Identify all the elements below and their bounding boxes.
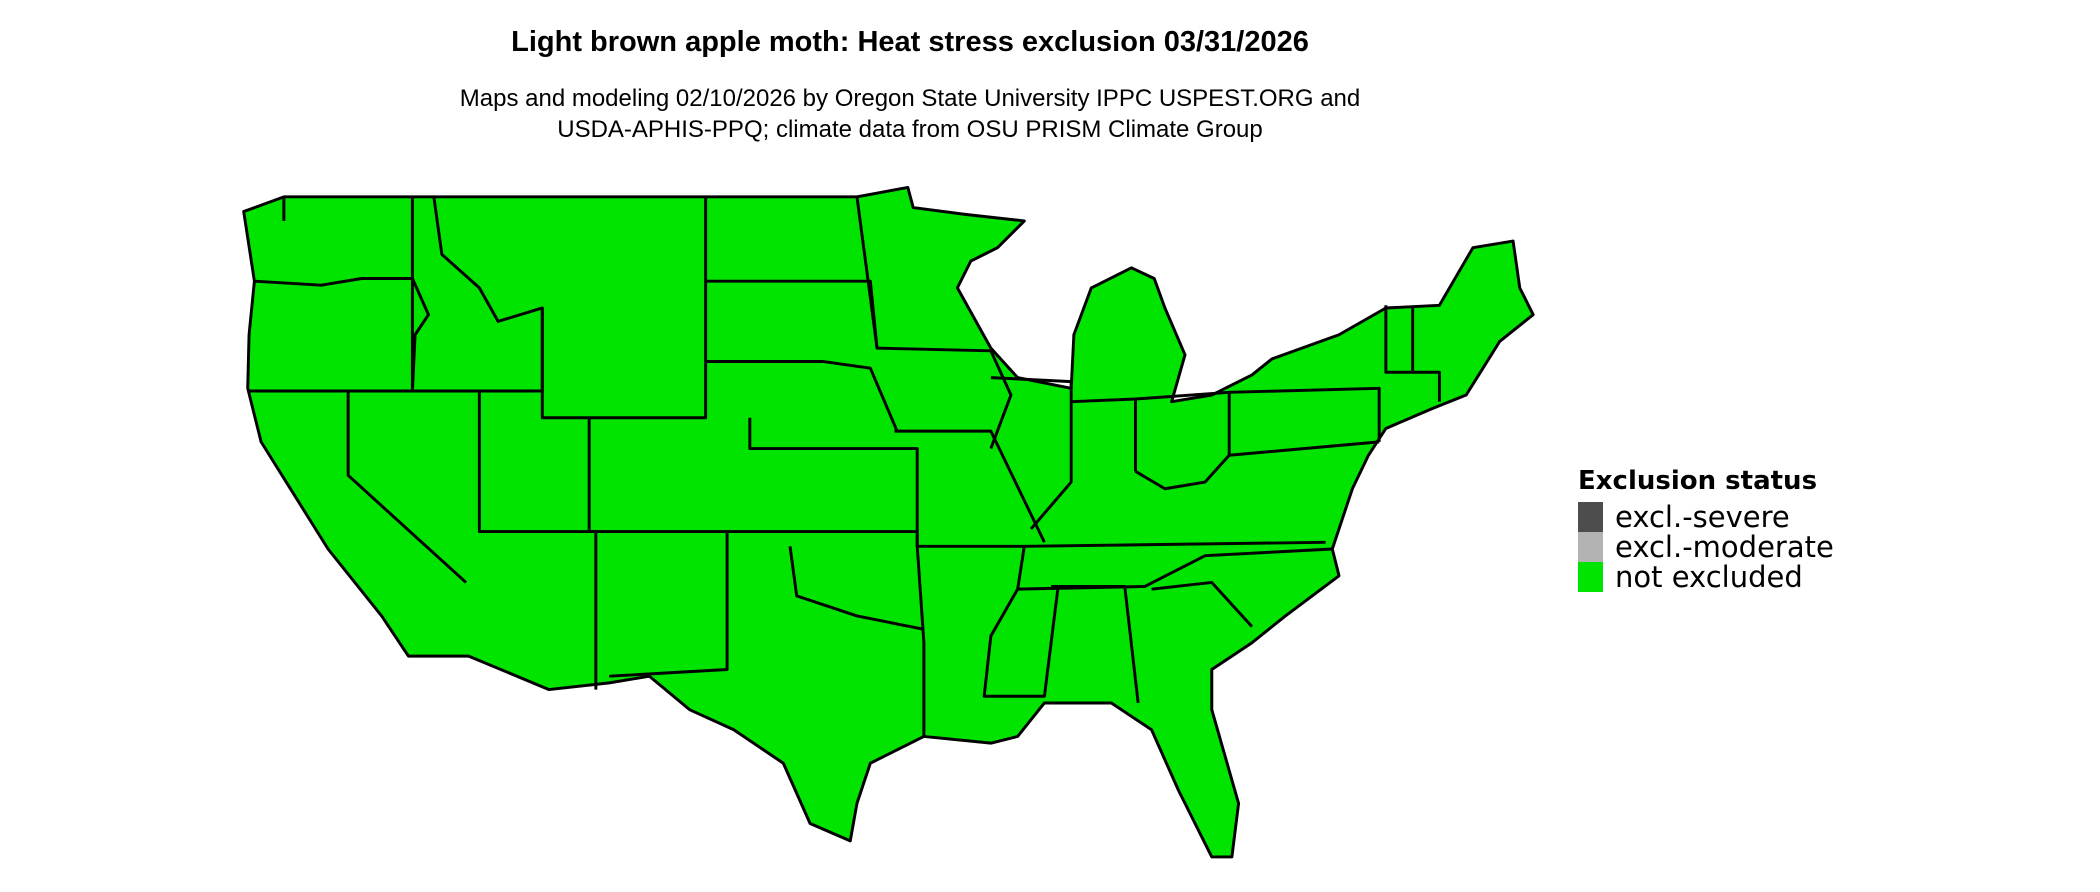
legend: Exclusion status excl.-severe excl.-mode…	[1578, 466, 1834, 594]
legend-item-moderate: excl.-moderate	[1578, 530, 1834, 564]
legend-label: excl.-moderate	[1615, 530, 1834, 564]
legend-title: Exclusion status	[1578, 466, 1818, 496]
map-title: Light brown apple moth: Heat stress excl…	[511, 26, 1309, 58]
legend-label: excl.-severe	[1615, 500, 1790, 534]
legend-label: not excluded	[1615, 560, 1803, 594]
map-subtitle-line-1: Maps and modeling 02/10/2026 by Oregon S…	[459, 85, 1361, 112]
map-subtitle-line-2: USDA-APHIS-PPQ; climate data from OSU PR…	[557, 116, 1263, 143]
legend-swatch-severe	[1578, 502, 1603, 532]
state-borders	[249, 195, 1441, 737]
legend-item-not-excluded: not excluded	[1578, 560, 1834, 594]
legend-swatch-not-excluded	[1578, 562, 1603, 592]
legend-item-severe: excl.-severe	[1578, 500, 1834, 534]
legend-swatch-moderate	[1578, 532, 1603, 562]
us-outline	[242, 185, 1535, 859]
